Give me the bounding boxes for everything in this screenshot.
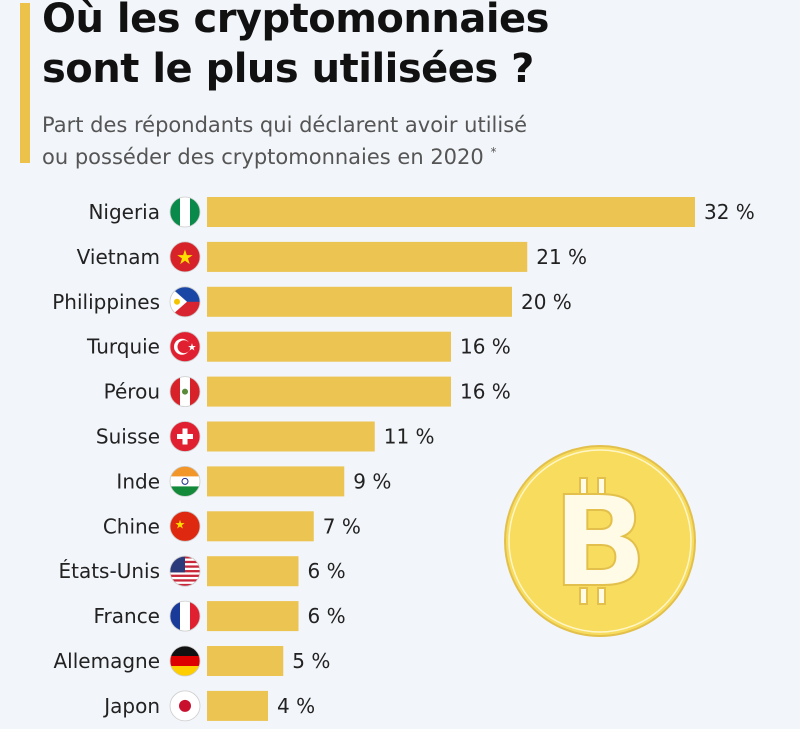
bar bbox=[207, 421, 375, 452]
bar bbox=[207, 601, 299, 632]
value-label: 5 % bbox=[292, 649, 330, 673]
japan-flag-icon bbox=[169, 690, 201, 722]
india-flag-icon bbox=[169, 465, 201, 497]
svg-text:★: ★ bbox=[176, 245, 194, 269]
value-label: 21 % bbox=[536, 245, 587, 269]
bar bbox=[207, 511, 314, 542]
china-flag-icon: ★ bbox=[169, 510, 201, 542]
bar bbox=[207, 197, 695, 227]
title-line-2: sont le plus utilisées ? bbox=[42, 46, 534, 92]
value-label: 7 % bbox=[323, 514, 361, 538]
category-label: Suisse bbox=[96, 425, 160, 449]
bar bbox=[207, 556, 299, 587]
value-label: 6 % bbox=[308, 559, 346, 583]
bar-row: France 6 % bbox=[93, 600, 346, 632]
bar bbox=[207, 646, 284, 676]
title-accent-bar bbox=[20, 3, 30, 163]
value-label: 20 % bbox=[521, 290, 572, 314]
value-label: 32 % bbox=[704, 200, 755, 224]
category-label: États-Unis bbox=[58, 559, 160, 583]
category-label: Japon bbox=[102, 694, 160, 718]
bar-row: Nigeria 32 % bbox=[88, 196, 755, 228]
svg-text:★: ★ bbox=[175, 517, 186, 531]
bar bbox=[207, 466, 345, 497]
switzerland-flag-icon bbox=[169, 421, 201, 452]
france-flag-icon bbox=[169, 600, 201, 632]
nigeria-flag-icon bbox=[169, 196, 201, 228]
bar bbox=[207, 286, 512, 317]
category-label: Allemagne bbox=[53, 649, 160, 673]
footnote-mark: * bbox=[490, 145, 497, 159]
bar-row: Japon 4 % bbox=[102, 690, 315, 722]
chart-subtitle: Part des répondants qui déclarent avoir … bbox=[42, 112, 527, 171]
bar-row: Inde 9 % bbox=[116, 465, 391, 497]
subtitle-line-1: Part des répondants qui déclarent avoir … bbox=[42, 113, 528, 137]
value-label: 16 % bbox=[460, 380, 511, 404]
bar-row: Pérou 16 % bbox=[104, 376, 511, 408]
category-label: Philippines bbox=[52, 290, 160, 314]
bar bbox=[207, 376, 451, 407]
bar-row: Philippines 20 % bbox=[52, 286, 572, 318]
subtitle-line-2: ou posséder des cryptomonnaies en 2020 bbox=[42, 145, 484, 169]
philippines-flag-icon bbox=[169, 286, 201, 318]
value-label: 16 % bbox=[460, 335, 511, 359]
category-label: France bbox=[93, 604, 160, 628]
germany-flag-icon bbox=[169, 645, 201, 677]
category-label: Turquie bbox=[86, 335, 160, 359]
value-label: 9 % bbox=[353, 469, 391, 493]
bar-row: Chine ★ 7 % bbox=[103, 510, 361, 542]
category-label: Nigeria bbox=[88, 200, 160, 224]
value-label: 6 % bbox=[308, 604, 346, 628]
value-label: 4 % bbox=[277, 694, 315, 718]
svg-text:★: ★ bbox=[188, 343, 197, 354]
bar-row: Turquie ★ 16 % bbox=[86, 331, 511, 363]
turkey-flag-icon: ★ bbox=[169, 331, 201, 363]
bar-row: Suisse 11 % bbox=[96, 421, 435, 452]
category-label: Inde bbox=[116, 469, 160, 493]
usa-flag-icon bbox=[169, 555, 201, 587]
chart-title: Où les cryptomonnaies sont le plus utili… bbox=[42, 0, 549, 94]
bar-row: Vietnam ★ 21 % bbox=[77, 241, 587, 273]
category-label: Vietnam bbox=[77, 245, 160, 269]
category-label: Pérou bbox=[104, 380, 160, 404]
bar bbox=[207, 241, 528, 272]
bitcoin-coin-icon: B bbox=[504, 445, 696, 637]
bar-row: Allemagne 5 % bbox=[53, 645, 330, 677]
bar-row: États-Unis 6 % bbox=[58, 555, 346, 587]
value-label: 11 % bbox=[384, 425, 435, 449]
bar bbox=[207, 331, 451, 362]
vietnam-flag-icon: ★ bbox=[169, 241, 201, 273]
category-label: Chine bbox=[103, 514, 160, 538]
bar bbox=[207, 690, 268, 721]
title-line-1: Où les cryptomonnaies bbox=[42, 0, 549, 42]
peru-flag-icon bbox=[169, 376, 201, 408]
